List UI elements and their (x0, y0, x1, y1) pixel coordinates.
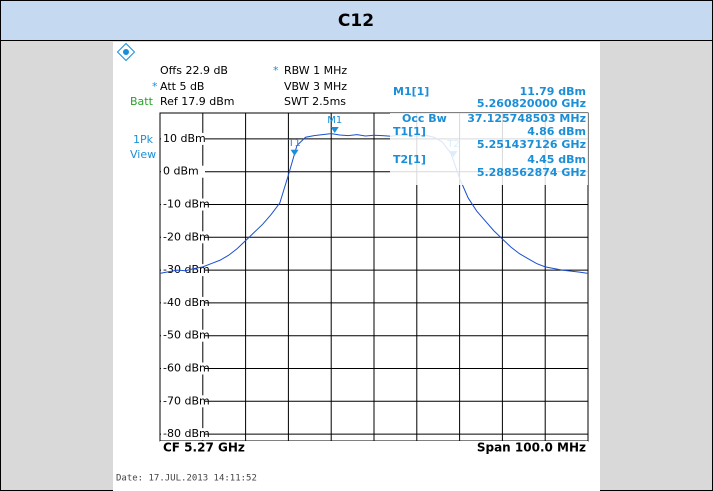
y-tick-label: 0 dBm (163, 165, 199, 178)
y-tick-label: -10 dBm (163, 198, 210, 211)
setting: SWT 2.5ms (284, 95, 346, 108)
setting: Batt (130, 95, 154, 108)
center-frequency: CF 5.27 GHz (163, 441, 245, 455)
tick-label-bg (161, 395, 205, 408)
setting-star: * (152, 80, 158, 93)
y-tick-label: -40 dBm (163, 296, 210, 309)
setting-star: * (273, 64, 279, 77)
marker-readout: Occ Bw (402, 112, 447, 125)
y-tick-label: -70 dBm (163, 394, 210, 407)
y-tick-label: -20 dBm (163, 230, 210, 243)
tick-label-bg (161, 428, 205, 441)
marker (290, 149, 299, 156)
y-tick-label: -80 dBm (163, 427, 210, 440)
setting: VBW 3 MHz (284, 80, 347, 93)
setting: Ref 17.9 dBm (160, 95, 235, 108)
tick-label-bg (161, 362, 205, 375)
setting: RBW 1 MHz (284, 64, 347, 77)
y-tick-label: -50 dBm (163, 329, 210, 342)
trace (159, 133, 589, 274)
tick-label-bg (161, 198, 205, 211)
marker-readout: 5.260820000 GHz (477, 97, 586, 110)
marker-readout: 37.125748503 MHz (467, 112, 586, 125)
tick-label-bg (161, 165, 205, 178)
date: Date: 17.JUL.2013 14:11:52 (116, 474, 257, 484)
marker-readout: M1[1] (393, 85, 429, 98)
tick-label-bg (161, 231, 205, 244)
marker-label: M1 (327, 115, 342, 126)
axis-bar (160, 441, 588, 455)
marker-readout: T1[1] (393, 125, 426, 138)
marker-label: T1 (287, 138, 300, 149)
trace-view: View (130, 148, 156, 161)
marker-readout: 4.86 dBm (527, 125, 586, 138)
marker-readout-bg (390, 113, 588, 185)
marker-readout: T2[1] (393, 153, 426, 166)
header-title: C12 (338, 11, 374, 31)
marker-readout: 5.251437126 GHz (477, 138, 586, 151)
logo (116, 42, 136, 62)
y-tick-label: -30 dBm (163, 263, 210, 276)
tick-label-bg (161, 329, 205, 342)
marker-readout: 5.288562874 GHz (477, 166, 586, 179)
y-tick-label: 10 dBm (163, 132, 206, 145)
tick-label-bg (161, 296, 205, 309)
marker-readout: 11.79 dBm (520, 85, 586, 98)
header-bar (0, 0, 713, 41)
setting: Att 5 dB (160, 80, 204, 93)
y-tick-label: -60 dBm (163, 362, 210, 375)
marker (330, 127, 339, 134)
setting: Offs 22.9 dB (160, 64, 228, 77)
trace-mode: 1Pk (133, 133, 154, 146)
marker-readout: 4.45 dBm (527, 153, 586, 166)
tick-label-bg (161, 132, 205, 145)
span: Span 100.0 MHz (477, 441, 586, 455)
